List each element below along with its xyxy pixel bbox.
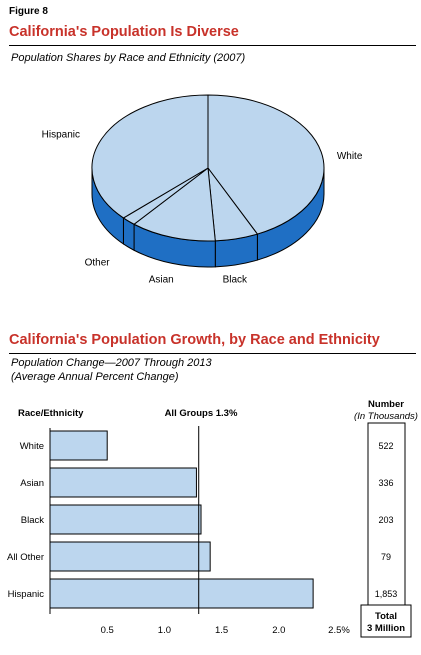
pie-title-rule [9,45,416,46]
number-subheader: (In Thousands) [354,411,418,422]
pie-label-other: Other [85,257,111,268]
pie-chart-subtitle: Population Shares by Race and Ethnicity … [11,52,246,64]
total-value: 3 Million [367,623,405,634]
total-box [360,604,412,638]
bar-all-other [49,541,211,572]
number-value-asian: 336 [378,478,393,488]
pie-slice-white [207,94,325,235]
bar-chart-subtitle-line2: (Average Annual Percent Change) [11,371,179,383]
pie-chart: White Black Asian Other Hispanic [42,94,363,286]
reference-line-label: All Groups 1.3% [165,408,238,419]
x-tick-label-3: 2.0 [272,625,285,636]
category-header: Race/Ethnicity [18,408,84,419]
x-tick-label-0: 0.5 [101,625,114,636]
number-value-black: 203 [378,515,393,525]
category-label-asian: Asian [20,478,44,489]
bar-hispanic [49,578,314,609]
category-label-hispanic: Hispanic [8,589,45,600]
number-header: Number [368,399,404,410]
bar-chart-title: California's Population Growth, by Race … [9,332,380,348]
category-label-white: White [20,441,44,452]
bar-chart-subtitle-line1: Population Change—2007 Through 2013 [11,357,212,369]
bar-title-rule [9,353,416,354]
total-label: Total [375,611,397,622]
pie-label-hispanic: Hispanic [42,129,80,140]
pie-label-asian: Asian [149,275,174,286]
number-value-hispanic: 1,853 [375,589,398,599]
number-value-all-other: 79 [381,552,391,562]
figure-label: Figure 8 [9,6,48,17]
pie-chart-title: California's Population Is Diverse [9,24,239,40]
pie-slice-hispanic [91,94,209,219]
pie-label-white: White [337,151,363,162]
bar-black [49,504,202,535]
x-tick-label-4: 2.5% [328,625,350,636]
x-tick-label-1: 1.0 [158,625,171,636]
pie-label-black: Black [223,274,248,285]
category-label-all-other: All Other [7,552,44,563]
bar-white [49,430,108,461]
x-tick-label-2: 1.5 [215,625,228,636]
pie-slice-asian [133,167,216,242]
bar-asian [49,467,197,498]
number-value-white: 522 [378,441,393,451]
category-label-black: Black [21,515,44,526]
